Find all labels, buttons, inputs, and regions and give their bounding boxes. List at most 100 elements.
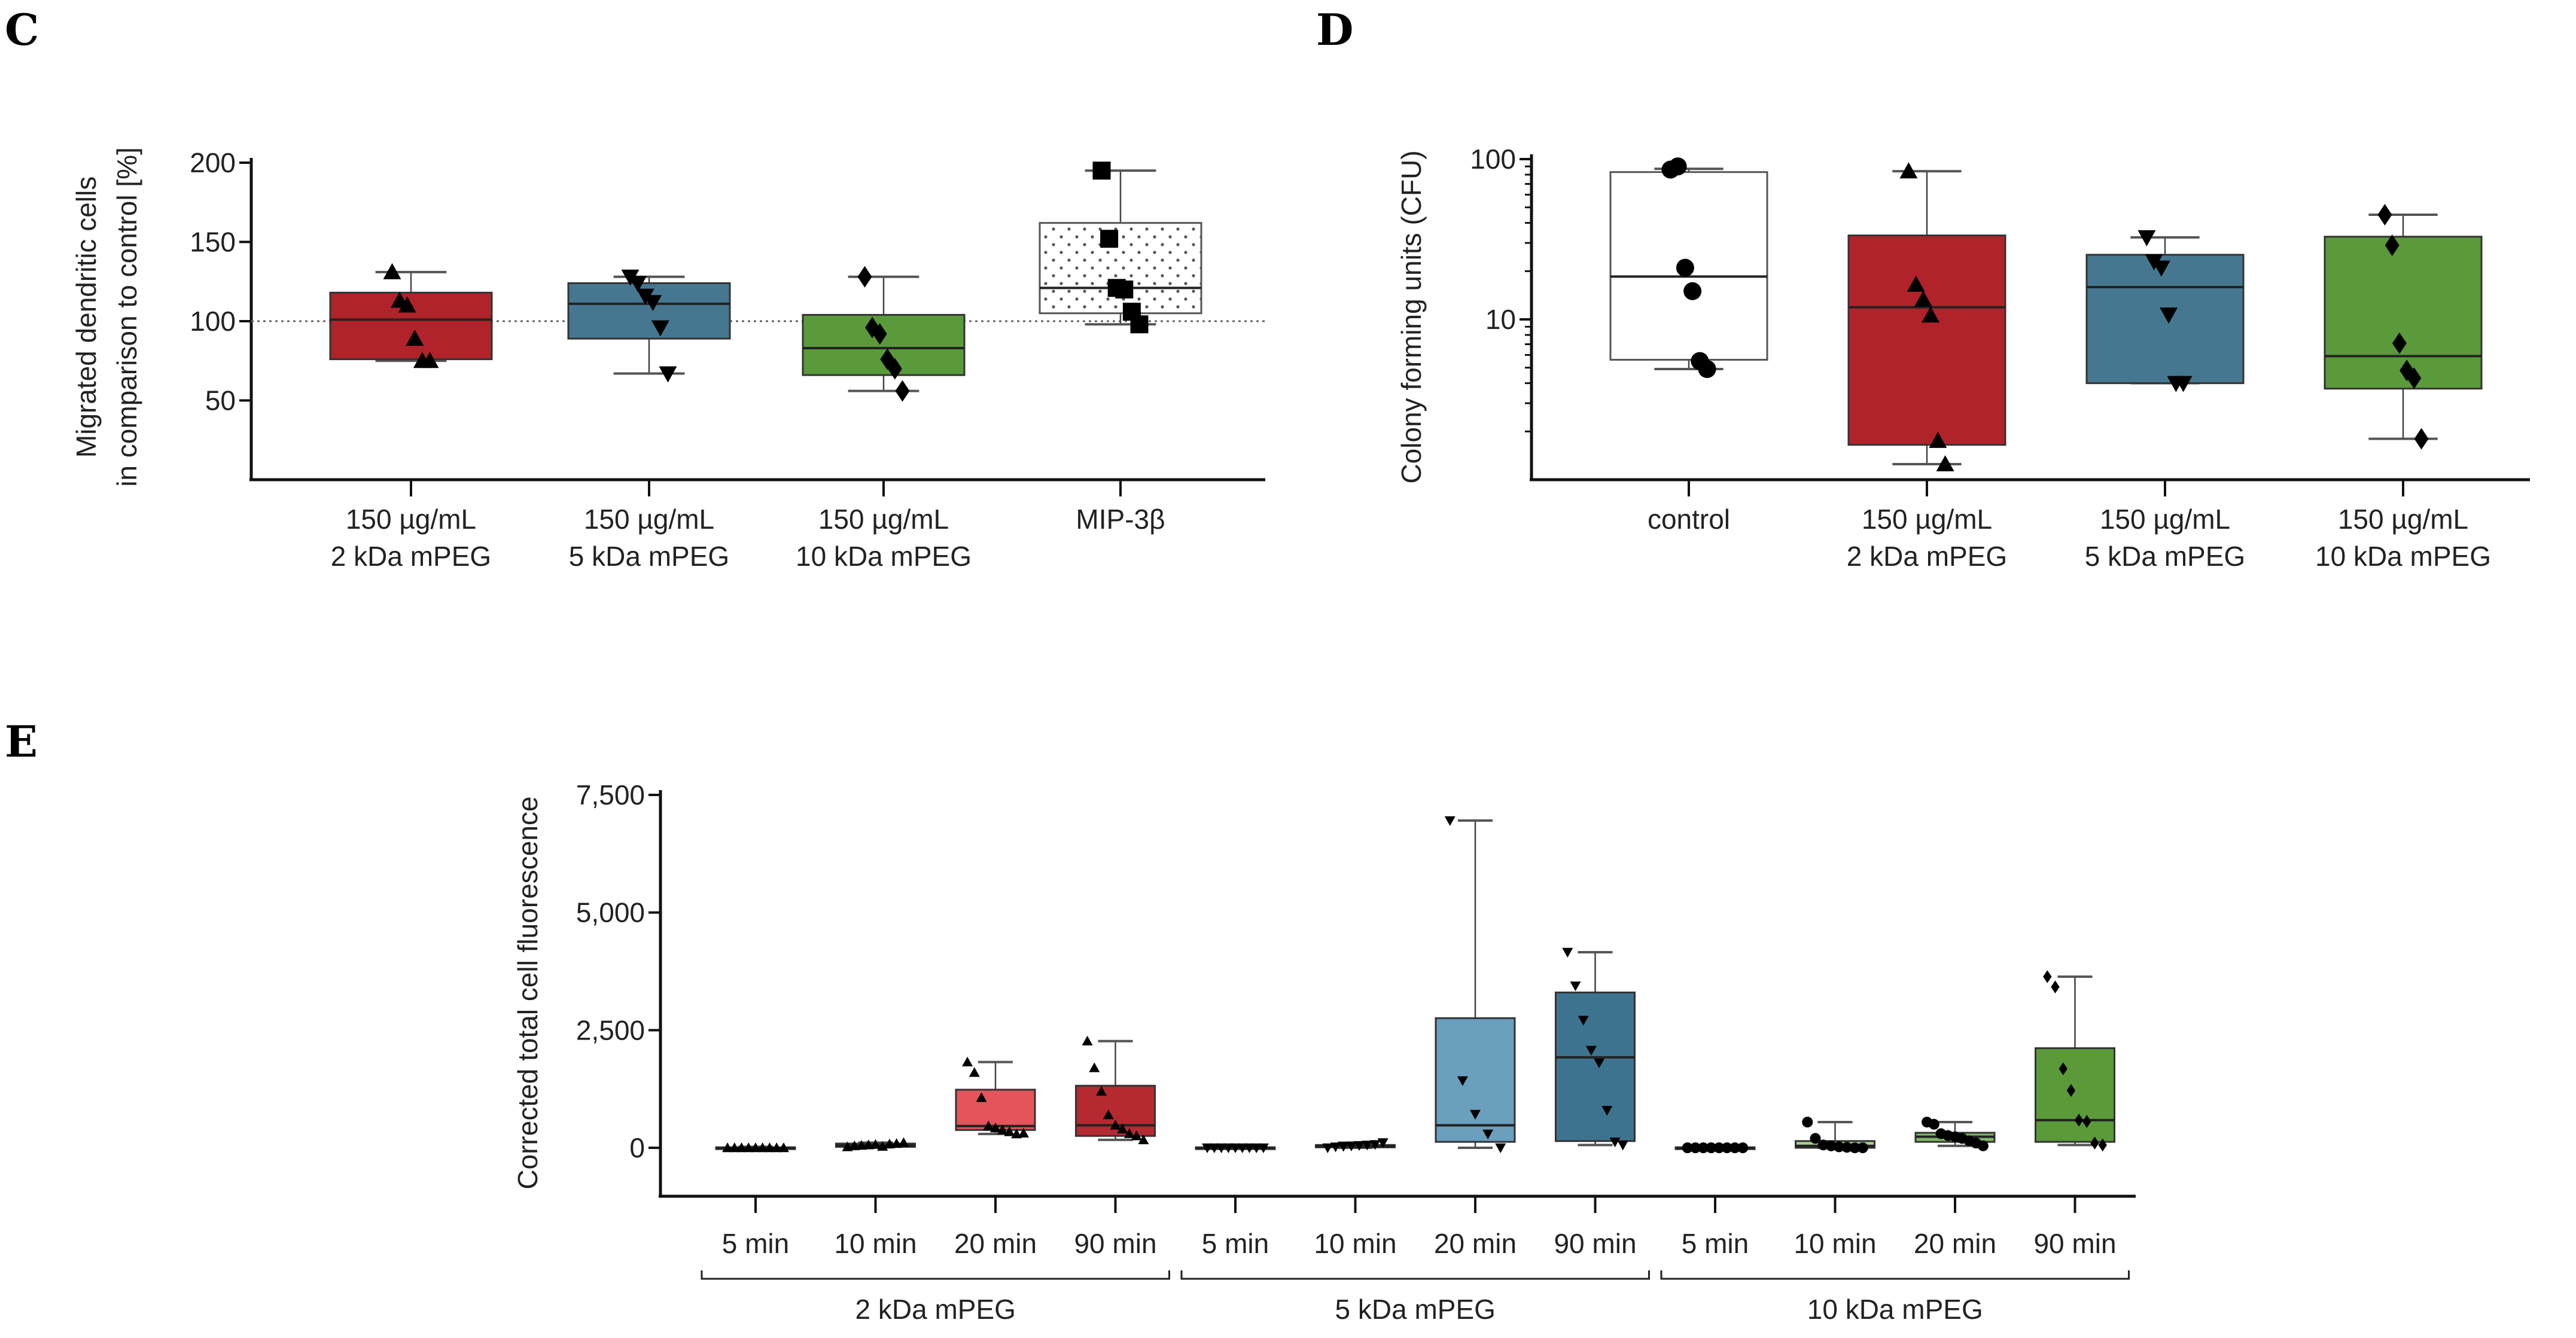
data-point xyxy=(1457,1076,1468,1086)
x-tick-label: 10 kDa mPEG xyxy=(796,541,972,572)
data-point xyxy=(1922,306,1940,323)
data-point xyxy=(750,1142,761,1153)
box xyxy=(1039,222,1202,315)
data-point xyxy=(1138,1134,1149,1144)
x-tick-label: 5 min xyxy=(722,1228,789,1259)
data-point xyxy=(1251,1143,1262,1153)
data-point xyxy=(1123,1128,1135,1138)
data-point xyxy=(764,1142,775,1153)
box xyxy=(329,291,493,361)
data-point xyxy=(1698,1142,1709,1153)
x-tick-label: 10 min xyxy=(834,1228,916,1259)
box xyxy=(802,313,966,376)
x-tick-label: 10 min xyxy=(1314,1228,1396,1259)
data-point xyxy=(1082,1035,1093,1046)
box-plot xyxy=(1674,1142,1756,1153)
data-point xyxy=(729,1142,740,1153)
data-point xyxy=(1092,161,1111,180)
data-point xyxy=(1929,431,1947,448)
group-label: 10 kDa mPEG xyxy=(1807,1294,1983,1325)
box-plot xyxy=(567,269,731,383)
data-point xyxy=(1115,281,1134,298)
data-point xyxy=(1936,455,1954,472)
panel-letter-e: E xyxy=(5,716,38,767)
data-point xyxy=(1110,1120,1121,1130)
data-point xyxy=(1470,1110,1481,1120)
data-point xyxy=(1729,1142,1740,1153)
data-point xyxy=(1810,1133,1821,1144)
x-tick-label: 20 min xyxy=(954,1228,1037,1259)
x-tick-label: 5 kDa mPEG xyxy=(2085,541,2245,572)
y-axis-label: Migrated dendritic cells xyxy=(71,176,102,458)
box-plot xyxy=(2035,970,2115,1152)
data-point xyxy=(1444,816,1456,826)
data-point xyxy=(898,1137,909,1147)
y-axis-label: Colony forming units (CFU) xyxy=(1396,150,1427,483)
data-point xyxy=(1354,1141,1365,1151)
panel-letter-c: C xyxy=(5,4,39,55)
data-point xyxy=(872,323,887,345)
x-tick-label: 90 min xyxy=(2033,1228,2116,1259)
box xyxy=(2085,254,2245,385)
y-tick-label: 200 xyxy=(190,147,236,178)
data-point xyxy=(1131,1130,1142,1141)
box-plot xyxy=(835,1137,916,1151)
data-point xyxy=(1690,1142,1701,1153)
data-point xyxy=(1977,1140,1989,1151)
data-point xyxy=(1345,1141,1357,1151)
box-plot xyxy=(1795,1117,1875,1153)
data-point xyxy=(1802,1117,1813,1128)
y-axis-label: in comparison to control [%] xyxy=(111,147,142,487)
data-point xyxy=(1237,1143,1248,1153)
data-point xyxy=(870,1139,881,1149)
data-point xyxy=(1737,1142,1749,1153)
x-tick-label: 150 µg/mL xyxy=(818,504,949,535)
x-tick-label: control xyxy=(1648,504,1730,535)
data-point xyxy=(651,320,669,337)
data-point xyxy=(1899,162,1918,179)
x-tick-label: 2 kDa mPEG xyxy=(331,541,491,572)
x-tick-label: 150 µg/mL xyxy=(346,504,476,535)
data-point xyxy=(2043,970,2052,983)
data-point xyxy=(1817,1139,1829,1151)
data-point xyxy=(1089,1062,1100,1072)
data-point xyxy=(406,330,424,346)
data-point xyxy=(1676,258,1694,277)
box-plot xyxy=(715,1142,796,1153)
data-point xyxy=(2414,428,2429,450)
data-point xyxy=(1570,981,1581,992)
data-point xyxy=(1362,1141,1373,1151)
x-tick-label: 150 µg/mL xyxy=(1862,504,1992,535)
data-point xyxy=(849,1140,860,1151)
x-tick-label: MIP-3β xyxy=(1076,504,1165,535)
data-point xyxy=(857,266,872,288)
data-point xyxy=(1601,1106,1613,1116)
data-point xyxy=(1223,1143,1234,1153)
x-tick-label: 10 kDa mPEG xyxy=(2315,541,2491,572)
data-point xyxy=(1594,1058,1605,1068)
box-plot xyxy=(2324,203,2483,450)
data-point xyxy=(1849,1142,1861,1153)
x-tick-label: 10 min xyxy=(1794,1228,1876,1259)
data-point xyxy=(644,295,662,312)
data-point xyxy=(1018,1127,1029,1138)
data-point xyxy=(771,1142,782,1153)
data-point xyxy=(1216,1143,1227,1153)
y-tick-label: 10 xyxy=(1485,304,1516,335)
group-label: 2 kDa mPEG xyxy=(855,1294,1016,1325)
x-tick-label: 5 min xyxy=(1202,1228,1269,1259)
box xyxy=(2324,236,2483,390)
data-point xyxy=(887,358,902,380)
data-point xyxy=(983,1120,994,1130)
data-point xyxy=(2377,203,2392,225)
data-point xyxy=(1369,1140,1381,1150)
data-point xyxy=(1578,1016,1589,1026)
data-point xyxy=(1914,290,1932,307)
data-point xyxy=(2074,1113,2084,1127)
data-point xyxy=(1609,1137,1621,1148)
data-point xyxy=(1208,1143,1220,1153)
data-point xyxy=(997,1124,1008,1135)
data-point xyxy=(976,1092,987,1102)
data-point xyxy=(1907,275,1925,292)
data-point xyxy=(778,1142,789,1153)
